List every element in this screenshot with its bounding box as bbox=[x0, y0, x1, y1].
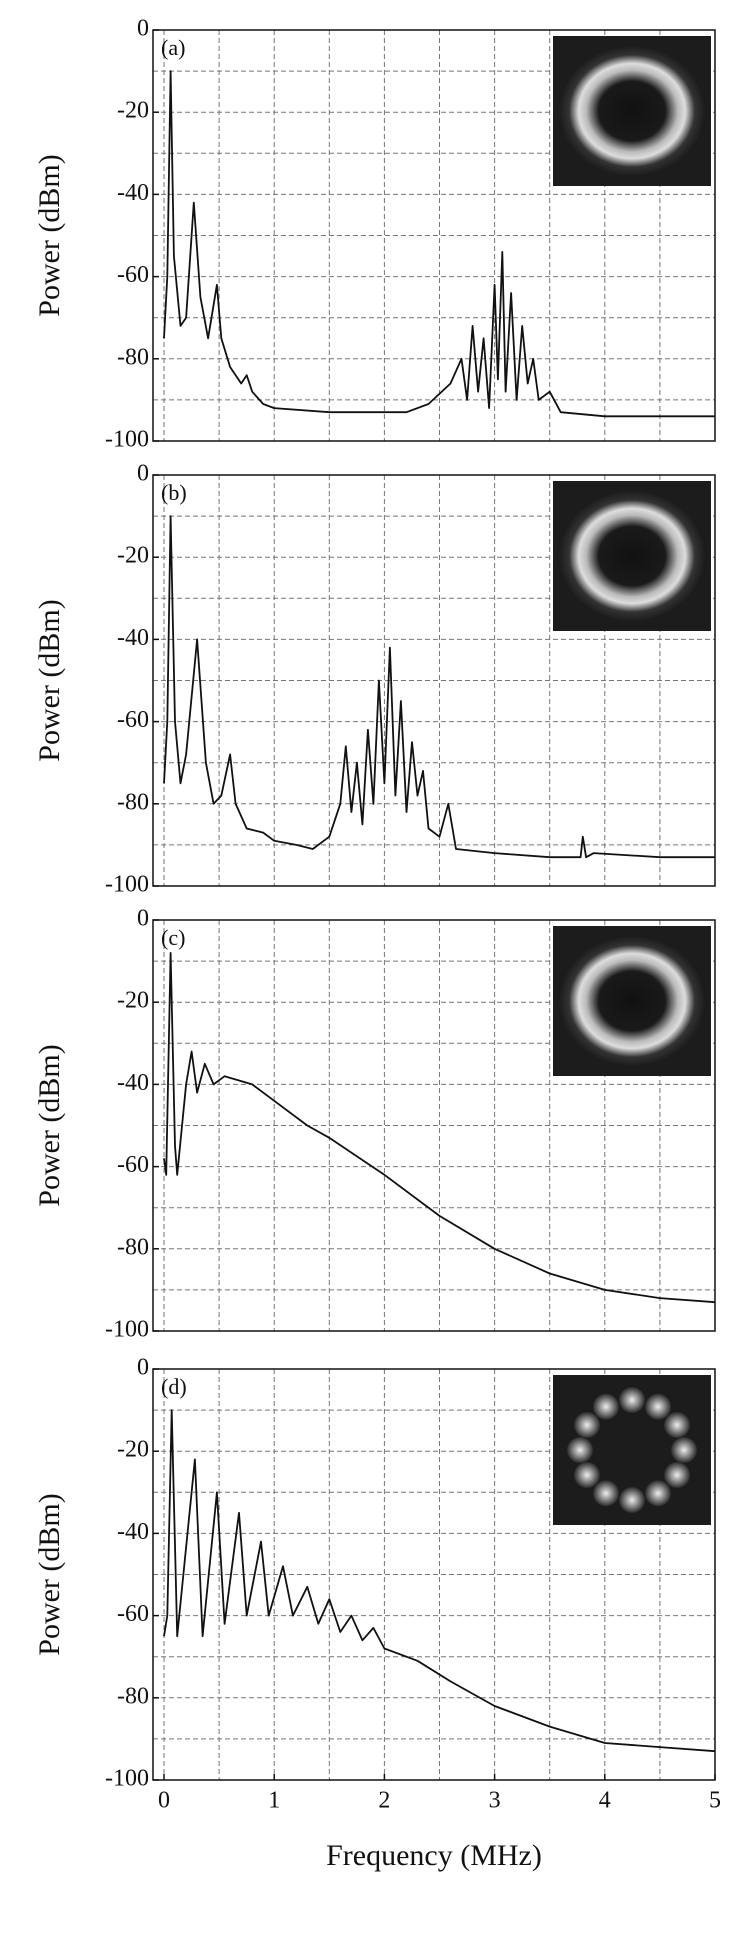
x-tick-label: 2 bbox=[378, 1788, 390, 1814]
y-tick-label: -60 bbox=[117, 1601, 149, 1627]
y-tick-label: -60 bbox=[117, 262, 149, 288]
y-axis-label: Power (dBm) bbox=[33, 1044, 66, 1206]
inset-lobe bbox=[619, 1387, 645, 1413]
y-axis-label: Power (dBm) bbox=[33, 599, 66, 761]
inset-image bbox=[553, 481, 711, 631]
inset-image bbox=[553, 36, 711, 186]
inset-ring bbox=[558, 490, 706, 622]
inset-lobe bbox=[645, 1393, 671, 1420]
inset-lobe bbox=[664, 1412, 691, 1438]
y-axis-label: Power (dBm) bbox=[33, 154, 66, 316]
plot-frame bbox=[152, 29, 716, 442]
data-line bbox=[163, 70, 715, 418]
panel-label: (c) bbox=[161, 925, 185, 950]
inset-lobe bbox=[619, 1487, 645, 1513]
panel-label: (a) bbox=[161, 35, 185, 60]
panel-label: (d) bbox=[161, 1374, 187, 1399]
y-tick-label: -100 bbox=[105, 427, 149, 453]
plot-frame bbox=[152, 474, 716, 887]
y-tick-label: -40 bbox=[117, 1070, 149, 1096]
plot-frame bbox=[152, 1368, 716, 1781]
data-line bbox=[163, 1409, 716, 1753]
x-tick-label: 1 bbox=[268, 1788, 280, 1814]
data-line bbox=[163, 952, 716, 1304]
inset-lobe bbox=[593, 1393, 619, 1420]
y-tick-label: -20 bbox=[117, 1437, 149, 1463]
y-tick-label: -100 bbox=[105, 872, 149, 898]
y-tick-label: -80 bbox=[117, 789, 149, 815]
y-tick-label: -60 bbox=[117, 1152, 149, 1178]
inset-lobe bbox=[593, 1480, 619, 1507]
x-tick-label: 3 bbox=[489, 1788, 501, 1814]
y-tick-label: 0 bbox=[137, 1355, 149, 1381]
x-tick-label: 5 bbox=[709, 1788, 721, 1814]
y-tick-label: -100 bbox=[105, 1766, 149, 1792]
y-tick-label: 0 bbox=[137, 461, 149, 487]
y-tick-label: -40 bbox=[117, 1519, 149, 1545]
y-tick-label: -20 bbox=[117, 988, 149, 1014]
x-tick-label: 4 bbox=[599, 1788, 611, 1814]
y-tick-label: -80 bbox=[117, 1683, 149, 1709]
inset-lobe bbox=[671, 1437, 697, 1463]
y-tick-label: -80 bbox=[117, 344, 149, 370]
y-tick-label: -20 bbox=[117, 543, 149, 569]
inset-lobe bbox=[573, 1462, 600, 1488]
inset-lobe bbox=[664, 1462, 691, 1488]
y-tick-label: -40 bbox=[117, 180, 149, 206]
plot-frame bbox=[152, 919, 716, 1332]
inset-image bbox=[553, 926, 711, 1076]
inset-lobe bbox=[567, 1437, 593, 1463]
inset-ring bbox=[558, 935, 706, 1067]
inset-lobe bbox=[573, 1412, 600, 1438]
x-tick-label: 0 bbox=[158, 1788, 170, 1814]
data-line bbox=[163, 515, 715, 859]
inset-image bbox=[553, 1375, 711, 1525]
y-tick-label: 0 bbox=[137, 16, 149, 42]
y-tick-label: -80 bbox=[117, 1234, 149, 1260]
x-axis-label: Frequency (MHz) bbox=[326, 1839, 542, 1872]
y-axis-label: Power (dBm) bbox=[33, 1493, 66, 1655]
y-tick-label: -20 bbox=[117, 98, 149, 124]
inset-lobe bbox=[645, 1480, 671, 1507]
panel-label: (b) bbox=[161, 480, 187, 505]
inset-ring bbox=[558, 45, 706, 177]
y-tick-label: -40 bbox=[117, 625, 149, 651]
y-tick-label: -100 bbox=[105, 1317, 149, 1343]
y-tick-label: -60 bbox=[117, 707, 149, 733]
y-tick-label: 0 bbox=[137, 906, 149, 932]
